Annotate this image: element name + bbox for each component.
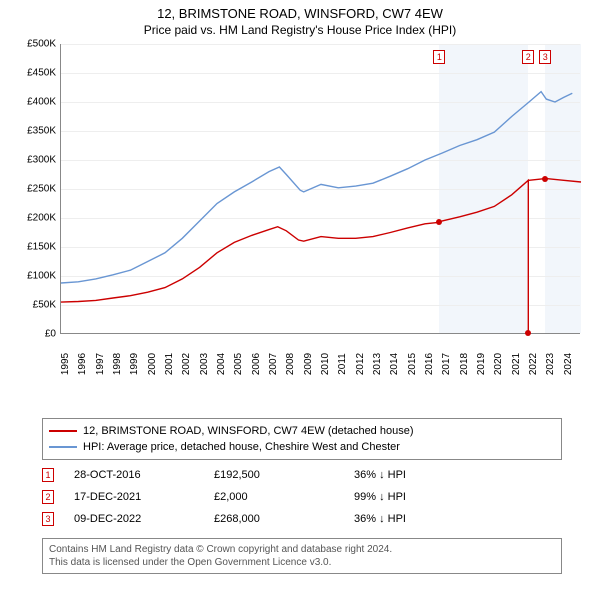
y-tick-label: £100K (27, 271, 56, 282)
line-series-svg (61, 44, 580, 333)
x-tick-label: 2011 (337, 353, 348, 375)
event-diff: 36% ↓ HPI (354, 513, 406, 525)
y-tick-label: £0 (45, 329, 56, 340)
attribution-footer: Contains HM Land Registry data © Crown c… (42, 538, 562, 574)
x-tick-label: 2013 (372, 353, 383, 375)
legend-swatch (49, 430, 77, 432)
event-table: 128-OCT-2016£192,50036% ↓ HPI217-DEC-202… (42, 464, 562, 530)
event-price: £268,000 (214, 513, 354, 525)
page-title: 12, BRIMSTONE ROAD, WINSFORD, CW7 4EW (0, 6, 600, 21)
marker-box-1: 1 (433, 50, 445, 64)
legend-swatch (49, 446, 77, 448)
x-tick-label: 2018 (459, 353, 470, 375)
legend-label: HPI: Average price, detached house, Ches… (83, 441, 400, 453)
plot-area: 1 23 (60, 44, 580, 334)
x-tick-label: 2016 (424, 353, 435, 375)
x-tick-label: 2004 (216, 353, 227, 375)
y-tick-label: £150K (27, 242, 56, 253)
x-tick-label: 2002 (181, 353, 192, 375)
x-tick-label: 2024 (563, 353, 574, 375)
x-tick-label: 1999 (129, 353, 140, 375)
x-tick-label: 2010 (320, 353, 331, 375)
y-tick-label: £500K (27, 39, 56, 50)
chart-area: £0 £50K £100K £150K £200K £250K £300K £350K £400… (10, 44, 590, 374)
footer-line-2: This data is licensed under the Open Gov… (49, 556, 555, 569)
y-tick-label: £400K (27, 97, 56, 108)
y-tick-label: £300K (27, 155, 56, 166)
marker-box-2: 2 (522, 50, 534, 64)
event-row: 1 28-OCT-2016£192,50036% ↓ HPI (42, 464, 562, 486)
event-date: 28-OCT-2016 (74, 469, 214, 481)
x-tick-label: 2003 (199, 353, 210, 375)
event-num-box: 2 (42, 490, 54, 504)
legend: 12, BRIMSTONE ROAD, WINSFORD, CW7 4EW (d… (42, 418, 562, 460)
page-subtitle: Price paid vs. HM Land Registry's House … (0, 23, 600, 37)
x-tick-label: 2015 (407, 353, 418, 375)
event-diff: 99% ↓ HPI (354, 491, 406, 503)
y-axis: £0£50K£100K£150K£200K£250K£300K£350K£400… (10, 44, 60, 334)
footer-line-1: Contains HM Land Registry data © Crown c… (49, 543, 555, 556)
marker-box-3: 3 (539, 50, 551, 64)
x-tick-label: 1995 (60, 353, 71, 375)
x-tick-label: 2008 (285, 353, 296, 375)
event-num-box: 1 (42, 468, 54, 482)
x-axis: 1995 1996 1997 1998 1999 2000 2001 2002 2003 2004… (60, 334, 580, 374)
x-tick-label: 2014 (389, 353, 400, 375)
x-tick-label: 2001 (164, 353, 175, 375)
series-hpi (61, 92, 572, 283)
x-tick-label: 2000 (147, 353, 158, 375)
event-num-box: 3 (42, 512, 54, 526)
y-tick-label: £350K (27, 126, 56, 137)
x-tick-label: 2020 (493, 353, 504, 375)
event-row: 3 09-DEC-2022£268,00036% ↓ HPI (42, 508, 562, 530)
x-tick-label: 2006 (251, 353, 262, 375)
marker-dot-3 (542, 176, 548, 182)
event-date: 17-DEC-2021 (74, 491, 214, 503)
x-tick-label: 1998 (112, 353, 123, 375)
event-price: £2,000 (214, 491, 354, 503)
series-property (61, 179, 581, 333)
x-tick-label: 2012 (355, 353, 366, 375)
chart-container: 12, BRIMSTONE ROAD, WINSFORD, CW7 4EW Pr… (0, 0, 600, 590)
x-tick-label: 2017 (441, 353, 452, 375)
legend-label: 12, BRIMSTONE ROAD, WINSFORD, CW7 4EW (d… (83, 425, 414, 437)
y-tick-label: £250K (27, 184, 56, 195)
titles: 12, BRIMSTONE ROAD, WINSFORD, CW7 4EW Pr… (0, 0, 600, 37)
y-tick-label: £450K (27, 68, 56, 79)
legend-row: HPI: Average price, detached house, Ches… (49, 439, 555, 455)
y-tick-label: £50K (33, 300, 56, 311)
x-tick-label: 2009 (303, 353, 314, 375)
event-diff: 36% ↓ HPI (354, 469, 406, 481)
x-tick-label: 2007 (268, 353, 279, 375)
marker-dot-1 (436, 219, 442, 225)
x-tick-label: 2022 (528, 353, 539, 375)
legend-row: 12, BRIMSTONE ROAD, WINSFORD, CW7 4EW (d… (49, 423, 555, 439)
x-tick-label: 2021 (511, 353, 522, 375)
x-tick-label: 2019 (476, 353, 487, 375)
x-tick-label: 1996 (77, 353, 88, 375)
y-tick-label: £200K (27, 213, 56, 224)
event-row: 2 17-DEC-2021£2,00099% ↓ HPI (42, 486, 562, 508)
x-tick-label: 2023 (545, 353, 556, 375)
x-tick-label: 1997 (95, 353, 106, 375)
event-price: £192,500 (214, 469, 354, 481)
x-tick-label: 2005 (233, 353, 244, 375)
event-date: 09-DEC-2022 (74, 513, 214, 525)
